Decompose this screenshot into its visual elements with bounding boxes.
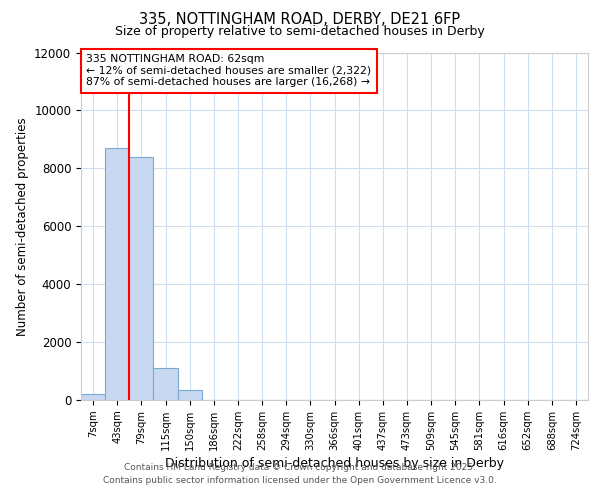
Bar: [129, 157, 154, 400]
X-axis label: Distribution of semi-detached houses by size in Derby: Distribution of semi-detached houses by …: [165, 457, 504, 470]
Text: Size of property relative to semi-detached houses in Derby: Size of property relative to semi-detach…: [115, 25, 485, 38]
Text: 335, NOTTINGHAM ROAD, DERBY, DE21 6FP: 335, NOTTINGHAM ROAD, DERBY, DE21 6FP: [139, 12, 461, 28]
Bar: [178, 390, 202, 400]
Bar: [81, 394, 105, 400]
Text: Contains HM Land Registry data © Crown copyright and database right 2025.: Contains HM Land Registry data © Crown c…: [124, 464, 476, 472]
Text: Contains public sector information licensed under the Open Government Licence v3: Contains public sector information licen…: [103, 476, 497, 485]
Bar: [154, 368, 178, 400]
Text: 335 NOTTINGHAM ROAD: 62sqm
← 12% of semi-detached houses are smaller (2,322)
87%: 335 NOTTINGHAM ROAD: 62sqm ← 12% of semi…: [86, 54, 371, 88]
Y-axis label: Number of semi-detached properties: Number of semi-detached properties: [16, 117, 29, 336]
Bar: [105, 148, 129, 400]
